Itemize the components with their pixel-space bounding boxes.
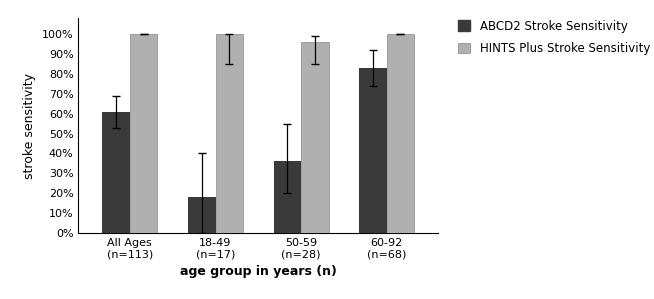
Bar xyxy=(274,161,301,233)
Bar xyxy=(216,34,243,233)
Legend: ABCD2 Stroke Sensitivity, HINTS Plus Stroke Sensitivity: ABCD2 Stroke Sensitivity, HINTS Plus Str… xyxy=(458,19,650,55)
Y-axis label: stroke sensitivity: stroke sensitivity xyxy=(24,73,37,179)
X-axis label: age group in years (n): age group in years (n) xyxy=(180,265,337,278)
Bar xyxy=(301,42,328,233)
Bar xyxy=(360,68,387,233)
Bar xyxy=(387,34,414,233)
Bar xyxy=(130,34,157,233)
Bar xyxy=(188,197,216,233)
Bar xyxy=(103,112,130,233)
